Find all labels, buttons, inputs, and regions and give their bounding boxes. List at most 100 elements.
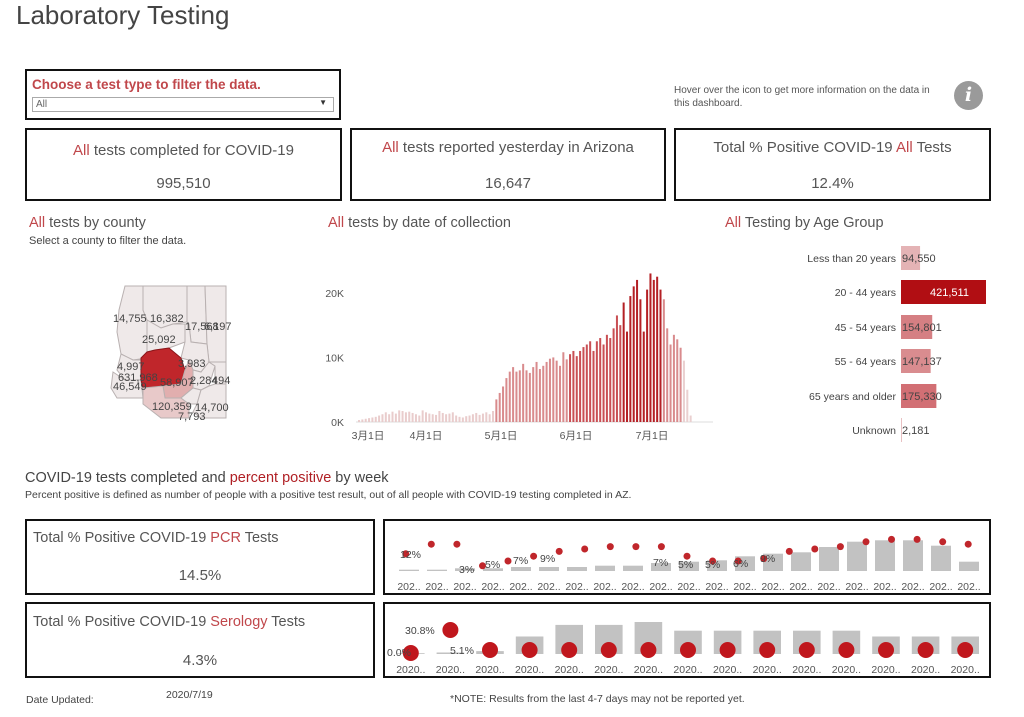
pcr-percent-point[interactable] bbox=[402, 550, 410, 558]
pcr-percent-point[interactable] bbox=[504, 557, 512, 565]
date-bar[interactable] bbox=[471, 414, 474, 422]
date-bar[interactable] bbox=[682, 360, 685, 422]
date-bar[interactable] bbox=[475, 412, 478, 422]
pcr-percent-point[interactable] bbox=[657, 543, 665, 551]
date-bar[interactable] bbox=[438, 411, 441, 422]
date-bar[interactable] bbox=[525, 370, 528, 422]
date-bar[interactable] bbox=[358, 420, 361, 422]
date-bar[interactable] bbox=[592, 350, 595, 422]
serology-percent-point[interactable] bbox=[640, 642, 657, 658]
date-bar[interactable] bbox=[492, 411, 495, 422]
date-bar[interactable] bbox=[599, 338, 602, 422]
pcr-percent-point[interactable] bbox=[606, 543, 614, 551]
pcr-percent-point[interactable] bbox=[888, 535, 895, 543]
date-chart[interactable]: 20K 10K 0K 3月1日 4月1日 5月1日 6月1日 7月1日 bbox=[318, 240, 718, 450]
pcr-week-bar[interactable] bbox=[567, 567, 587, 571]
date-bar[interactable] bbox=[398, 410, 401, 423]
date-bar[interactable] bbox=[565, 359, 568, 422]
date-bar[interactable] bbox=[656, 276, 659, 422]
serology-percent-point[interactable] bbox=[561, 642, 578, 658]
date-bar[interactable] bbox=[495, 399, 498, 422]
date-bar[interactable] bbox=[478, 414, 481, 422]
date-bar[interactable] bbox=[414, 414, 417, 422]
serology-percent-point[interactable] bbox=[680, 642, 696, 658]
date-bar[interactable] bbox=[378, 415, 381, 422]
pcr-percent-point[interactable] bbox=[811, 545, 819, 553]
pcr-chart[interactable]: 202.. 202.. 202.. 202.. 202.. 202.. 202.. 202..… bbox=[385, 521, 989, 593]
date-bar[interactable] bbox=[368, 418, 371, 423]
pcr-percent-point[interactable] bbox=[581, 545, 589, 553]
date-bar[interactable] bbox=[622, 302, 625, 422]
date-bar[interactable] bbox=[662, 299, 665, 422]
date-bar[interactable] bbox=[646, 289, 649, 422]
date-bar[interactable] bbox=[649, 273, 652, 422]
date-bar[interactable] bbox=[468, 415, 471, 422]
date-bar[interactable] bbox=[448, 413, 451, 422]
pcr-percent-point[interactable] bbox=[836, 543, 844, 551]
pcr-percent-point[interactable] bbox=[785, 547, 793, 555]
date-bar[interactable] bbox=[632, 286, 635, 423]
age-bar[interactable] bbox=[901, 280, 986, 304]
serology-percent-point[interactable] bbox=[442, 622, 459, 638]
date-bar[interactable] bbox=[404, 412, 407, 422]
serology-chart[interactable]: 2020.. 2020.. 2020.. 2020.. 2020.. 2020.. 2020… bbox=[385, 604, 989, 676]
date-bar[interactable] bbox=[381, 414, 384, 422]
date-bar[interactable] bbox=[364, 418, 367, 422]
date-bar[interactable] bbox=[374, 416, 377, 422]
pcr-percent-point[interactable] bbox=[479, 562, 486, 570]
pcr-week-bar[interactable] bbox=[679, 561, 699, 571]
date-bar[interactable] bbox=[435, 414, 438, 422]
date-bar[interactable] bbox=[418, 415, 421, 422]
serology-percent-point[interactable] bbox=[521, 642, 538, 658]
arizona-county-map[interactable] bbox=[105, 280, 235, 425]
date-bar[interactable] bbox=[629, 296, 632, 422]
age-chart[interactable]: Less than 20 years 94,550 20 - 44 years 421… bbox=[790, 240, 1005, 450]
date-bar[interactable] bbox=[431, 414, 434, 422]
date-bar[interactable] bbox=[505, 378, 508, 422]
pcr-week-bar[interactable] bbox=[931, 545, 951, 571]
pcr-week-bar[interactable] bbox=[847, 541, 867, 571]
age-bar[interactable] bbox=[901, 384, 937, 408]
pcr-week-bar[interactable] bbox=[427, 569, 447, 571]
pcr-week-bar[interactable] bbox=[399, 569, 419, 571]
serology-percent-point[interactable] bbox=[957, 642, 974, 658]
pcr-week-bar[interactable] bbox=[707, 560, 727, 571]
date-bar[interactable] bbox=[408, 411, 411, 422]
serology-percent-point[interactable] bbox=[798, 642, 815, 658]
pcr-week-bar[interactable] bbox=[539, 567, 559, 571]
info-icon[interactable]: i bbox=[954, 81, 983, 110]
date-bar[interactable] bbox=[619, 325, 622, 423]
age-bar[interactable] bbox=[901, 349, 931, 373]
date-bar[interactable] bbox=[384, 412, 387, 422]
date-bar[interactable] bbox=[636, 279, 639, 422]
serology-percent-point[interactable] bbox=[600, 642, 617, 658]
date-bar[interactable] bbox=[575, 356, 578, 423]
pcr-week-bar[interactable] bbox=[959, 561, 979, 571]
date-bar[interactable] bbox=[652, 279, 655, 422]
date-bar[interactable] bbox=[605, 334, 608, 422]
pcr-week-bar[interactable] bbox=[483, 568, 503, 571]
pcr-week-bar[interactable] bbox=[623, 565, 643, 571]
pcr-week-bar[interactable] bbox=[511, 567, 531, 571]
date-bar[interactable] bbox=[602, 344, 605, 423]
date-bar[interactable] bbox=[488, 414, 491, 422]
date-bar[interactable] bbox=[518, 370, 521, 422]
date-bar[interactable] bbox=[555, 360, 558, 422]
date-bar[interactable] bbox=[502, 386, 505, 422]
date-bar[interactable] bbox=[679, 347, 682, 422]
pcr-percent-point[interactable] bbox=[683, 552, 691, 560]
date-bar[interactable] bbox=[545, 361, 548, 422]
date-bar[interactable] bbox=[428, 413, 431, 422]
date-bar[interactable] bbox=[361, 419, 364, 422]
date-bar[interactable] bbox=[455, 415, 458, 422]
date-bar[interactable] bbox=[676, 339, 679, 422]
date-bar[interactable] bbox=[562, 352, 565, 422]
date-bar[interactable] bbox=[538, 369, 541, 422]
serology-percent-point[interactable] bbox=[838, 642, 855, 658]
pcr-percent-point[interactable] bbox=[734, 557, 742, 565]
pcr-percent-point[interactable] bbox=[709, 557, 717, 565]
date-bar[interactable] bbox=[481, 413, 484, 422]
pcr-week-bar[interactable] bbox=[875, 540, 895, 571]
pcr-percent-point[interactable] bbox=[530, 552, 538, 560]
date-bar[interactable] bbox=[441, 412, 444, 422]
